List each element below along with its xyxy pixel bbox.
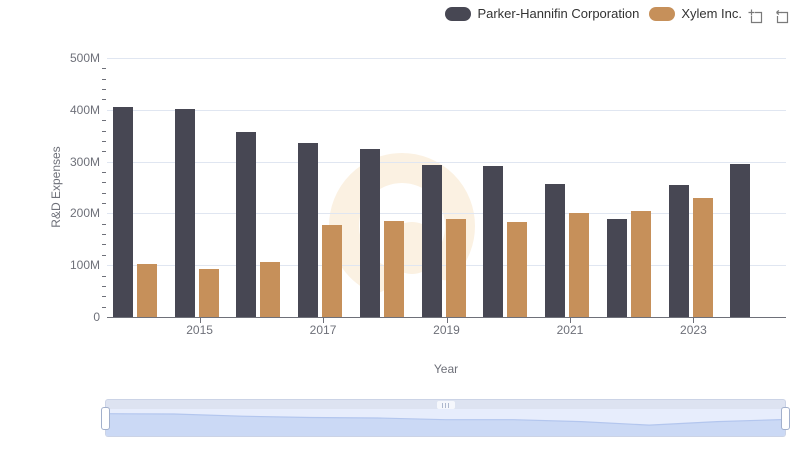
data-zoom-icon[interactable] — [747, 8, 764, 25]
slider-grip-icon[interactable] — [436, 401, 455, 409]
xylem-inc-bar-2014[interactable] — [137, 264, 157, 317]
y-minor-tick — [102, 140, 106, 142]
gridline — [107, 213, 786, 215]
x-tick-label-2015: 2015 — [186, 323, 213, 337]
y-minor-tick — [102, 306, 106, 308]
y-minor-tick — [102, 78, 106, 80]
gridline — [107, 161, 786, 163]
parker-hannifin-corporation-bar-2015[interactable] — [174, 109, 195, 317]
y-tick-label-100m: 100M — [69, 258, 100, 273]
xylem-inc-bar-2016[interactable] — [260, 261, 281, 317]
gridline — [107, 58, 786, 59]
xylem-inc-bar-2017[interactable] — [322, 224, 343, 317]
parker-hannifin-corporation-bar-2020[interactable] — [483, 165, 504, 317]
xylem-inc-bar-2018[interactable] — [383, 220, 404, 317]
slider-right-handle[interactable] — [781, 407, 790, 430]
x-tick — [569, 318, 571, 323]
y-axis-title: R&D Expenses — [49, 146, 63, 228]
y-minor-tick — [102, 68, 106, 70]
y-minor-tick — [102, 192, 106, 194]
parker-hannifin-corporation-bar-2014[interactable] — [113, 106, 133, 317]
x-tick — [323, 318, 325, 323]
y-minor-tick — [102, 182, 106, 184]
legend-item-parker-hannifin-corporation[interactable]: Parker-Hannifin Corporation — [445, 5, 639, 22]
legend-label: Xylem Inc. — [681, 6, 742, 21]
parker-hannifin-corporation-bar-2023[interactable] — [668, 184, 689, 317]
y-minor-tick — [102, 151, 106, 153]
parker-hannifin-corporation-bar-2022[interactable] — [606, 219, 627, 317]
parker-hannifin-corporation-bar-2016[interactable] — [236, 131, 257, 317]
x-axis-line — [107, 317, 786, 318]
slider-left-handle[interactable] — [101, 407, 110, 430]
x-tick-label-2021: 2021 — [556, 323, 584, 337]
gridline — [107, 109, 786, 111]
y-minor-tick — [102, 234, 106, 236]
parker-hannifin-corporation-bar-2019[interactable] — [421, 165, 442, 317]
y-minor-tick — [102, 254, 106, 256]
y-minor-tick — [102, 130, 106, 132]
slider-selection[interactable] — [105, 409, 786, 437]
y-minor-tick — [102, 244, 106, 246]
x-tick — [693, 318, 695, 323]
y-tick-label-0: 0 — [93, 310, 100, 324]
y-tick-label-400m: 400M — [69, 102, 100, 117]
xylem-inc-bar-2015[interactable] — [198, 269, 219, 317]
xylem-inc-bar-2019[interactable] — [445, 219, 466, 317]
slider-track-top[interactable] — [105, 399, 786, 409]
parker-hannifin-corporation-bar-2021[interactable] — [545, 184, 566, 317]
y-tick-label-300m: 300M — [69, 154, 100, 169]
y-minor-tick — [102, 120, 106, 122]
x-tick — [199, 318, 201, 323]
xylem-inc-bar-2021[interactable] — [569, 212, 590, 317]
x-axis-title: Year — [433, 362, 459, 376]
data-zoom-slider[interactable] — [101, 399, 790, 437]
x-tick-label-2017: 2017 — [309, 323, 337, 337]
y-tick-label-200m: 200M — [69, 206, 100, 221]
y-minor-tick — [102, 203, 106, 205]
parker-hannifin-corporation-bar-2018[interactable] — [359, 148, 380, 317]
legend-swatch — [649, 6, 676, 21]
y-minor-tick — [102, 285, 106, 287]
y-minor-tick — [102, 223, 106, 225]
legend-label: Parker-Hannifin Corporation — [477, 6, 640, 21]
x-tick — [446, 318, 448, 323]
legend: Parker-Hannifin Corporation Xylem Inc. — [445, 5, 742, 22]
legend-item-xylem-inc[interactable]: Xylem Inc. — [649, 5, 742, 22]
xylem-inc-bar-2023[interactable] — [692, 198, 713, 317]
slider-minimap-area — [106, 413, 785, 436]
parker-hannifin-corporation-bar-2024[interactable] — [730, 163, 751, 317]
restore-zoom-icon[interactable] — [773, 8, 790, 25]
y-minor-tick — [102, 99, 106, 101]
parker-hannifin-corporation-bar-2017[interactable] — [298, 143, 319, 317]
y-minor-tick — [102, 275, 106, 277]
y-minor-tick — [102, 171, 106, 173]
y-minor-tick — [102, 89, 106, 91]
x-tick-label-2023: 2023 — [680, 323, 707, 337]
toolbox — [747, 8, 790, 25]
legend-swatch — [445, 6, 472, 21]
xylem-inc-bar-2022[interactable] — [630, 210, 651, 317]
plot-area — [107, 58, 786, 317]
y-tick-label-500m: 500M — [69, 51, 100, 65]
xylem-inc-bar-2020[interactable] — [507, 221, 528, 317]
y-minor-tick — [102, 296, 106, 298]
x-tick-label-2019: 2019 — [433, 323, 460, 337]
